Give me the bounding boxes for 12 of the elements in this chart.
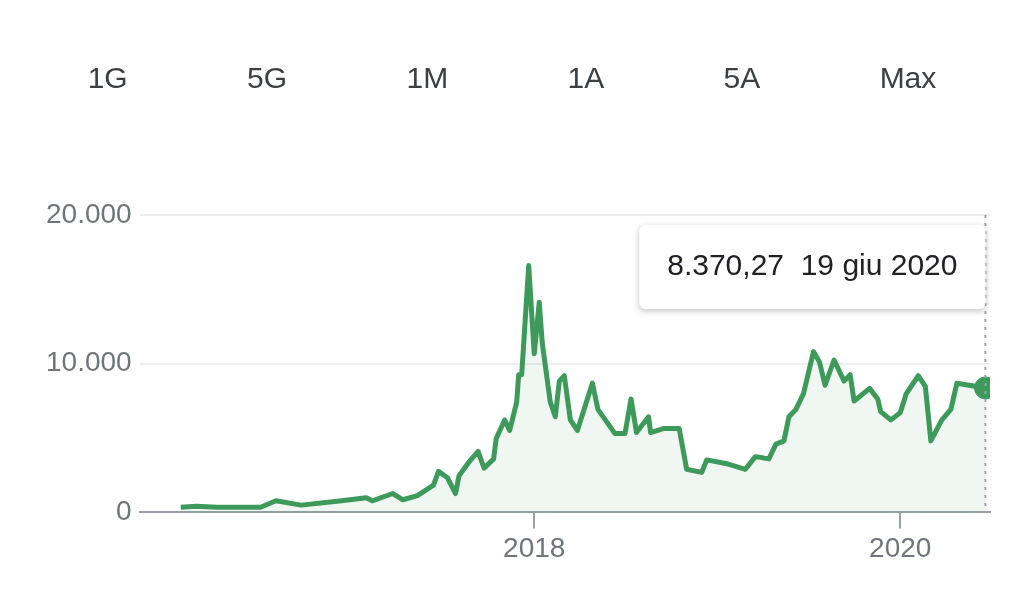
y-tick-label: 10.000 (46, 346, 132, 378)
annotation: 8.370,27 19 giu 2020 (667, 248, 958, 282)
y-tick-label: 0 (116, 495, 132, 527)
text: 5G (246, 60, 289, 96)
text: 1G (86, 60, 129, 96)
text: 5A (722, 60, 762, 96)
x-tick-label: 2020 (869, 531, 932, 563)
x-tick-label: 2018 (503, 531, 566, 563)
text: 1M (405, 60, 450, 96)
y-tick-label: 20.000 (46, 197, 132, 229)
text: 1A (566, 60, 606, 96)
text: Max (878, 60, 938, 96)
